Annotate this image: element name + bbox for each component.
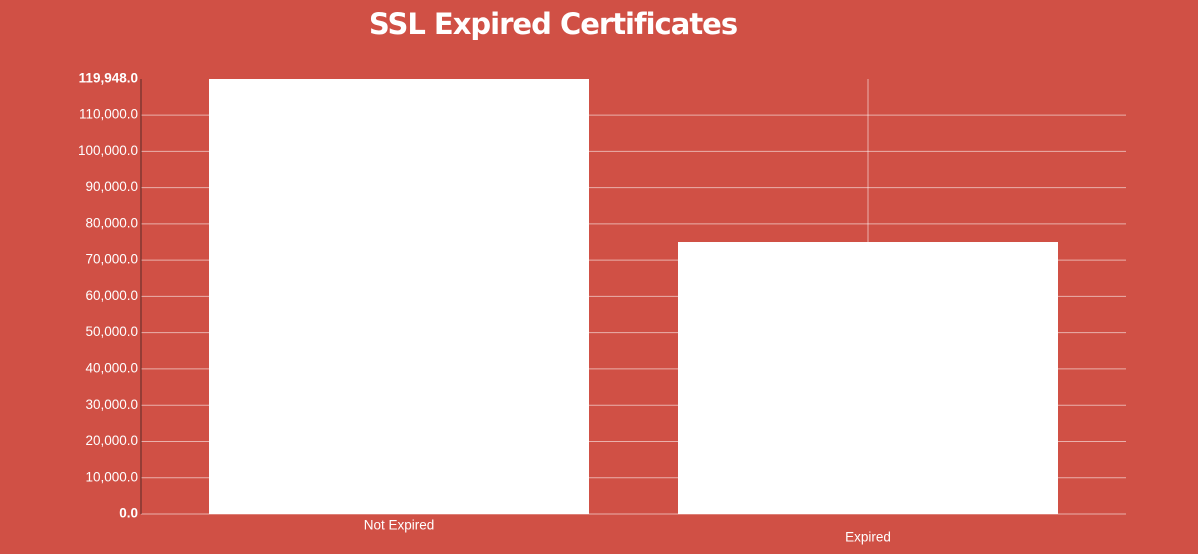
y-tick-label: 80,000.0 — [85, 215, 138, 230]
y-tick-label: 10,000.0 — [85, 469, 138, 484]
y-tick-label: 50,000.0 — [85, 324, 138, 339]
y-tick-label: 60,000.0 — [85, 288, 138, 303]
y-tick-label: 70,000.0 — [85, 252, 138, 267]
y-tick-label: 30,000.0 — [85, 397, 138, 412]
x-tick-label: Not Expired — [364, 518, 435, 533]
y-tick-label: 100,000.0 — [78, 143, 138, 158]
y-tick-label: 20,000.0 — [85, 433, 138, 448]
x-tick-label: Expired — [845, 530, 891, 545]
chart-title: SSL Expired Certificates — [369, 7, 737, 41]
bar — [678, 242, 1058, 514]
y-tick-label: 40,000.0 — [85, 360, 138, 375]
bar — [209, 79, 589, 514]
y-tick-label: 90,000.0 — [85, 179, 138, 194]
y-tick-label: 119,948.0 — [79, 71, 138, 86]
y-tick-label: 0.0 — [119, 506, 138, 521]
y-tick-label: 110,000.0 — [79, 107, 138, 122]
